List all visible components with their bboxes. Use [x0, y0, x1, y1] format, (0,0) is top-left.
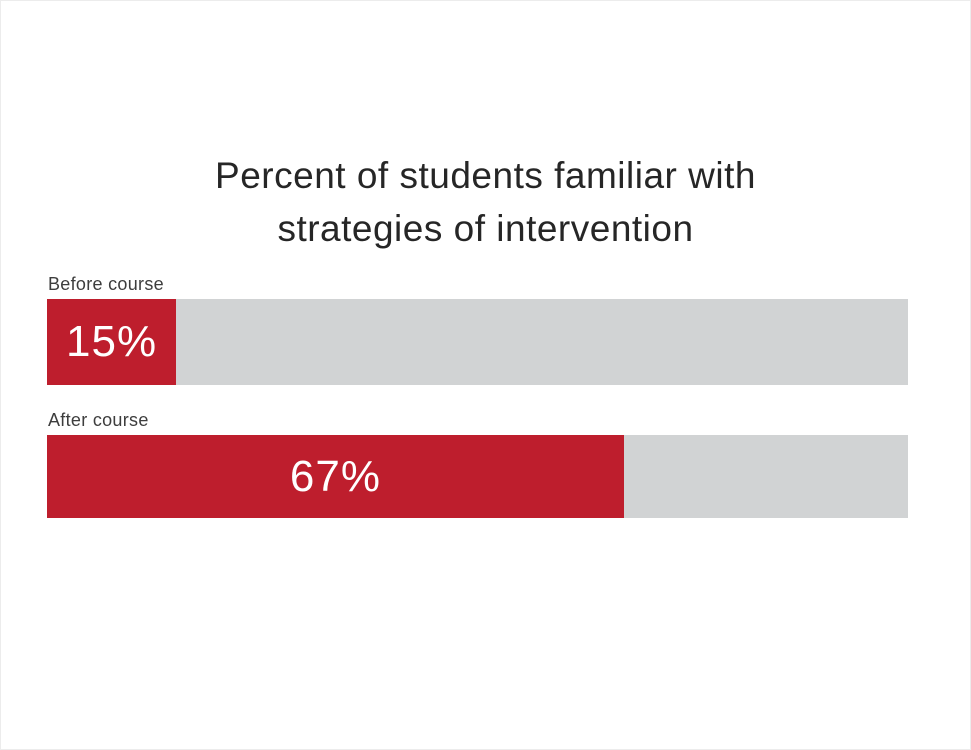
bar-value-after-course: 67%	[289, 451, 381, 501]
chart-title: Percent of students familiar with strate…	[1, 149, 970, 255]
chart-title-line1: Percent of students familiar with	[215, 155, 756, 196]
chart-title-line2: strategies of intervention	[277, 208, 694, 249]
bar-fill-before-course: 15%	[47, 299, 177, 385]
bar-track-before-course: 15%	[47, 299, 908, 385]
bar-fill-after-course: 67%	[47, 435, 624, 518]
bar-group-after-course: After course 67%	[47, 411, 908, 518]
bar-track-after-course: 67%	[47, 435, 908, 518]
bar-label-before-course: Before course	[48, 274, 164, 294]
bar-value-before-course: 15%	[66, 317, 158, 366]
bar-group-before-course: Before course 15%	[47, 275, 908, 385]
bar-label-after-course: After course	[48, 410, 149, 430]
